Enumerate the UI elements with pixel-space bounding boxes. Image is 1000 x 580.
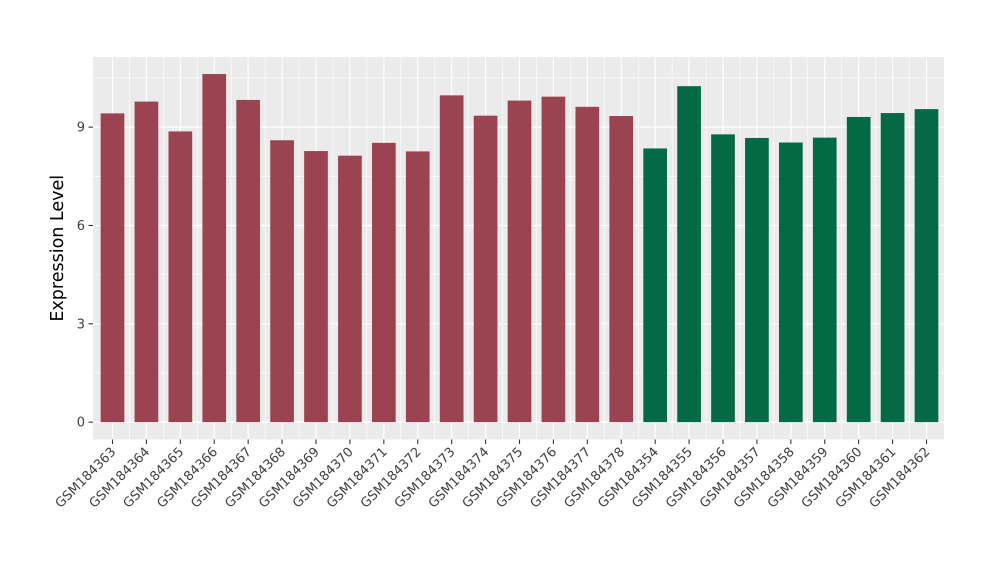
bar-gsm184373 xyxy=(439,95,464,423)
y-axis-title: Expression Level xyxy=(48,175,68,322)
bar-gsm184365 xyxy=(168,131,193,423)
bar-gsm184378 xyxy=(609,115,634,423)
y-tick-label: 0 xyxy=(77,416,85,431)
bar-gsm184369 xyxy=(304,151,328,423)
y-tick-label: 3 xyxy=(77,317,85,332)
bar-gsm184363 xyxy=(100,113,125,423)
bar-gsm184361 xyxy=(880,113,905,423)
bar-gsm184372 xyxy=(405,151,430,423)
bar-gsm184364 xyxy=(134,101,159,423)
bar-gsm184366 xyxy=(202,74,227,423)
bar-gsm184375 xyxy=(507,100,532,423)
bar-gsm184360 xyxy=(846,116,871,423)
bar-gsm184376 xyxy=(541,96,566,423)
bar-gsm184358 xyxy=(778,142,803,423)
bar-gsm184359 xyxy=(812,137,837,423)
bar-gsm184356 xyxy=(711,134,735,423)
bar-gsm184370 xyxy=(338,155,362,423)
bar-gsm184357 xyxy=(745,137,769,423)
bar-gsm184374 xyxy=(473,115,498,423)
bar-gsm184362 xyxy=(914,109,939,423)
bar-gsm184377 xyxy=(575,106,600,423)
y-tick-label: 6 xyxy=(77,219,85,234)
y-tick-label: 9 xyxy=(77,121,85,136)
bar-gsm184371 xyxy=(371,142,396,423)
bar-gsm184367 xyxy=(236,99,261,423)
bar-gsm184355 xyxy=(677,86,701,423)
bar-gsm184354 xyxy=(643,148,668,423)
bar-gsm184368 xyxy=(270,140,294,423)
